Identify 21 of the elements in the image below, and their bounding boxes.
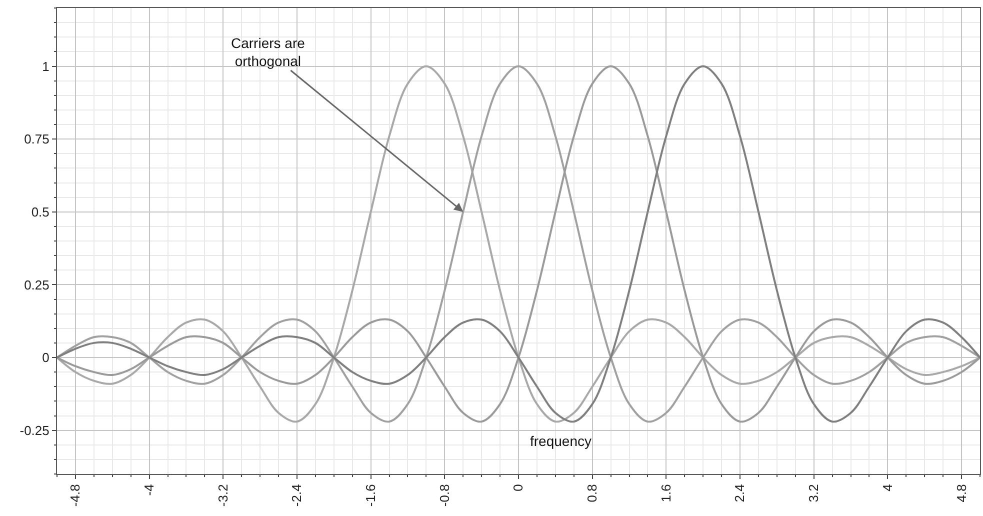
y-tick-label: 0.25 <box>24 277 50 292</box>
x-tick-label: 0 <box>510 484 526 492</box>
x-tick-label: 4 <box>880 484 895 492</box>
x-tick-label: -1.6 <box>363 484 378 507</box>
y-tick-label: 0.75 <box>24 132 50 147</box>
x-tick-label: 4.8 <box>954 484 969 502</box>
x-tick-label: 0.8 <box>584 484 600 502</box>
x-tick-label: -3.2 <box>215 484 230 507</box>
y-tick-label: 0 <box>42 350 50 366</box>
x-tick-label: 1.6 <box>658 484 674 502</box>
x-tick-label: -2.4 <box>289 484 304 507</box>
y-tick-label: 1 <box>42 58 50 74</box>
x-tick-label: 3.2 <box>806 484 822 502</box>
x-tick-label: -4 <box>142 484 157 496</box>
x-tick-label: -4.8 <box>68 484 83 507</box>
x-axis-title: frequency <box>530 433 592 449</box>
annotation: Carriers are orthogonal <box>231 35 306 70</box>
y-tick-label: 0.5 <box>31 204 50 220</box>
x-tick-label: -0.8 <box>436 484 452 507</box>
x-tick-label: 2.4 <box>732 484 748 502</box>
y-tick-label: -0.25 <box>20 422 50 438</box>
